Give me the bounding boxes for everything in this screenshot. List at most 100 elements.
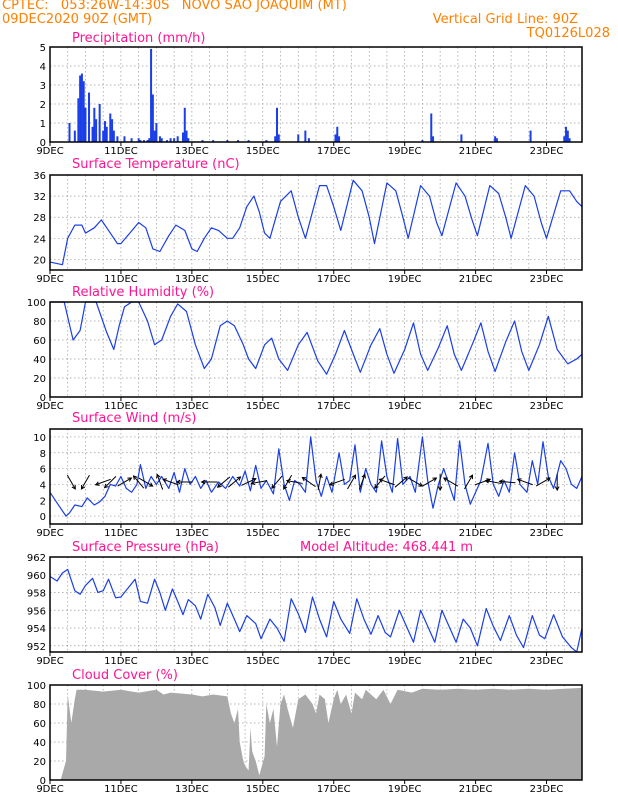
surface-wind-xtick-label: 13DEC bbox=[175, 528, 209, 539]
precipitation-bar bbox=[150, 48, 153, 142]
cloud-cover-xtick-label: 23DEC bbox=[530, 784, 564, 795]
wind-arrow-head bbox=[361, 473, 366, 479]
wind-arrow bbox=[517, 478, 533, 486]
wind-arrow-head bbox=[437, 486, 443, 492]
precipitation-bar bbox=[166, 140, 169, 142]
cloud-cover-ytick-label: 80 bbox=[33, 700, 46, 711]
wind-arrow bbox=[485, 480, 502, 484]
precipitation-bar bbox=[336, 126, 339, 142]
temperature-xtick-label: 19DEC bbox=[388, 274, 422, 285]
precipitation-bar bbox=[103, 121, 106, 142]
wind-arrow-head bbox=[516, 478, 522, 483]
wind-arrow-head bbox=[285, 478, 291, 484]
wind-arrow-head bbox=[468, 474, 474, 480]
wind-arrow bbox=[227, 476, 241, 488]
cloud-cover-ytick-label: 100 bbox=[27, 681, 46, 692]
surface-wind-ytick-label: 0 bbox=[40, 512, 46, 523]
precipitation-title: Precipitation (mm/h) bbox=[72, 31, 205, 46]
cloud-cover-xtick-label: 9DEC bbox=[36, 784, 63, 795]
surface-pressure-xtick-label: 11DEC bbox=[104, 656, 138, 667]
precipitation-bar bbox=[95, 119, 98, 142]
precipitation-bar bbox=[201, 140, 204, 142]
precipitation-bar bbox=[183, 107, 186, 142]
wind-arrow-head bbox=[442, 477, 448, 482]
surface-pressure-annotation: Model Altitude: 468.441 m bbox=[300, 540, 473, 555]
wind-arrow bbox=[217, 476, 231, 488]
cloud-cover-xtick-label: 15DEC bbox=[246, 784, 280, 795]
precipitation-bar bbox=[185, 130, 188, 142]
precipitation-bar bbox=[304, 130, 307, 142]
relative-humidity-ytick-label: 0 bbox=[40, 393, 46, 404]
wind-arrow-head bbox=[103, 483, 109, 489]
precipitation-bar bbox=[80, 73, 83, 142]
precipitation-bar bbox=[77, 98, 80, 142]
temperature-ytick-label: 24 bbox=[33, 234, 46, 245]
wind-arrow bbox=[117, 477, 132, 487]
precipitation-bar bbox=[182, 132, 184, 142]
precipitation-bar bbox=[568, 138, 571, 142]
precipitation-bar bbox=[84, 107, 87, 142]
temperature-frame bbox=[49, 174, 583, 271]
cloud-cover-xtick-label: 17DEC bbox=[317, 784, 351, 795]
precipitation-bar bbox=[432, 136, 435, 142]
surface-wind-xtick-label: 11DEC bbox=[104, 528, 138, 539]
precipitation-bar bbox=[158, 136, 161, 142]
relative-humidity-frame bbox=[49, 301, 583, 398]
header-station: CPTEC: 053:26W-14:30S NOVO SAO JOAQUIM (… bbox=[2, 0, 347, 13]
wind-arrow bbox=[347, 474, 356, 490]
temperature-ytick-label: 28 bbox=[33, 213, 46, 224]
precipitation-bar bbox=[112, 130, 115, 142]
precipitation-bar bbox=[338, 136, 341, 142]
precipitation-bar bbox=[212, 140, 215, 142]
precipitation-ytick-label: 3 bbox=[40, 81, 46, 92]
precipitation-ytick-label: 1 bbox=[40, 119, 46, 130]
wind-arrow-head bbox=[418, 482, 424, 487]
relative-humidity-xtick-label: 17DEC bbox=[317, 401, 351, 412]
wind-arrow bbox=[283, 474, 293, 490]
precipitation-bar bbox=[153, 130, 156, 142]
precipitation-bar bbox=[566, 130, 569, 142]
surface-pressure-xtick-label: 19DEC bbox=[388, 656, 422, 667]
wind-arrow bbox=[81, 474, 90, 490]
precipitation-bar bbox=[226, 140, 229, 142]
precipitation-bar bbox=[297, 134, 300, 142]
precipitation-bar bbox=[105, 126, 108, 142]
precipitation-bar bbox=[79, 75, 82, 142]
header-date: 09DEC2020 90Z (GMT) bbox=[2, 12, 153, 27]
wind-arrow bbox=[241, 478, 257, 486]
precipitation-bar bbox=[148, 138, 151, 142]
surface-wind-xtick-label: 15DEC bbox=[246, 528, 280, 539]
relative-humidity-xtick-label: 23DEC bbox=[530, 401, 564, 412]
wind-arrow-head bbox=[71, 484, 76, 490]
wind-arrow bbox=[162, 478, 179, 486]
temperature-ytick-label: 32 bbox=[33, 192, 46, 203]
temperature-xtick-label: 21DEC bbox=[459, 274, 493, 285]
surface-wind-xtick-label: 19DEC bbox=[388, 528, 422, 539]
precipitation-bar bbox=[137, 138, 140, 142]
precipitation-bar bbox=[169, 138, 172, 142]
surface-wind-ytick-label: 6 bbox=[40, 465, 46, 476]
precipitation-bar bbox=[116, 136, 119, 142]
precipitation-bar bbox=[307, 138, 310, 142]
surface-pressure-frame bbox=[49, 556, 583, 653]
precipitation-bar bbox=[274, 136, 277, 142]
surface-pressure-ytick-label: 952 bbox=[27, 642, 46, 653]
surface-pressure-ytick-label: 960 bbox=[27, 571, 46, 582]
temperature-xtick-label: 23DEC bbox=[530, 274, 564, 285]
temperature-xtick-label: 15DEC bbox=[246, 274, 280, 285]
precipitation-xtick-label: 21DEC bbox=[459, 146, 493, 157]
temperature-ytick-label: 36 bbox=[33, 171, 46, 182]
surface-wind-xtick-label: 21DEC bbox=[459, 528, 493, 539]
cloud-cover-xtick-label: 13DEC bbox=[175, 784, 209, 795]
precipitation-bar bbox=[277, 134, 280, 142]
precipitation-bar bbox=[565, 126, 568, 142]
wind-arrow bbox=[271, 475, 283, 489]
wind-arrow-head bbox=[132, 475, 138, 480]
wind-arrow-head bbox=[156, 473, 161, 479]
precipitation-bar bbox=[176, 136, 179, 142]
surface-pressure-title: Surface Pressure (hPa) bbox=[72, 540, 219, 555]
wind-arrow bbox=[104, 476, 117, 489]
surface-pressure-xtick-label: 9DEC bbox=[36, 656, 63, 667]
wind-arrow-head bbox=[403, 476, 409, 481]
